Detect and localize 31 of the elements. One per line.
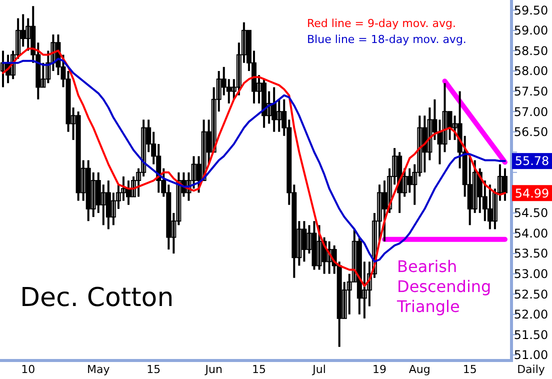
- x-tick-label: Jun: [204, 363, 222, 376]
- y-tick-label: 59.50: [514, 3, 548, 18]
- y-tick-label: 51.50: [514, 328, 548, 342]
- x-tick-label: 19: [372, 363, 386, 376]
- y-tick-label: 57.50: [514, 84, 548, 98]
- data-label: 54.99: [514, 186, 550, 200]
- text: Dec. Cotton: [20, 283, 174, 313]
- y-tick-label: 53.00: [514, 267, 548, 282]
- y-tick-label: 52.00: [514, 308, 548, 322]
- y-tick-label: 51.00: [514, 348, 548, 362]
- y-tick-label: 58.50: [514, 44, 548, 58]
- x-tick-label: 15: [252, 363, 266, 376]
- y-tick-label: 59.00: [514, 24, 548, 38]
- text: Blue line = 18-day mov. avg.: [307, 33, 466, 46]
- y-tick-label: 54.50: [514, 206, 548, 220]
- text: Red line = 9-day mov. avg.: [307, 17, 456, 30]
- y-tick-label: 56.50: [514, 125, 548, 140]
- x-tick-label: 15: [146, 363, 161, 376]
- y-tick-label: 53.50: [514, 246, 548, 261]
- y-tick-label: 52.50: [514, 287, 548, 302]
- x-tick-label: 15: [462, 363, 477, 376]
- x-axis-title: Daily: [517, 363, 546, 376]
- y-tick-label: 57.00: [514, 104, 548, 119]
- x-tick-label: 10: [21, 363, 36, 376]
- y-tick-label: 54.00: [514, 226, 548, 240]
- x-tick-label: Jul: [312, 363, 326, 376]
- x-tick-label: Aug: [408, 363, 430, 376]
- y-tick-label: 58.00: [514, 64, 548, 78]
- data-label: 55.78: [514, 154, 550, 168]
- x-tick-label: May: [87, 363, 110, 376]
- annotation: Bearish Descending Triangle: [396, 257, 492, 316]
